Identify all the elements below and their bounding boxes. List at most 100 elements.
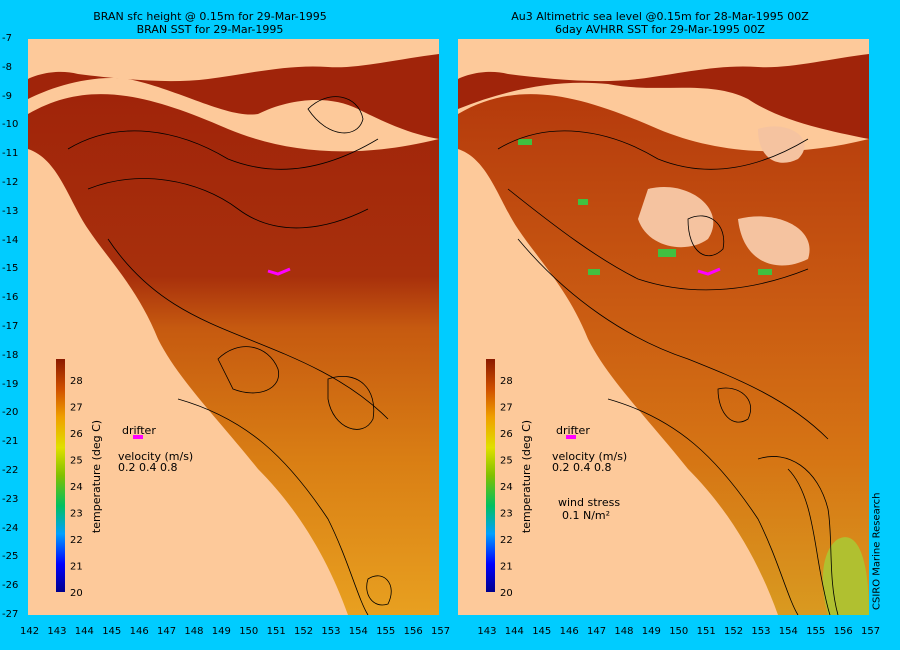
right-drifter-swatch — [566, 435, 576, 439]
colorbar-tick-label: 24 — [500, 482, 513, 493]
drifter-track — [697, 267, 721, 276]
y-tick-label: -18 — [2, 349, 19, 361]
x-tick-label: 155 — [376, 626, 396, 637]
y-tick-label: -20 — [2, 407, 19, 419]
x-tick-label: 149 — [211, 626, 231, 637]
x-tick-label: 152 — [724, 626, 744, 637]
x-tick-label: 143 — [477, 626, 497, 637]
right-title-line1: Au3 Altimetric sea level @0.15m for 28-M… — [511, 10, 809, 23]
colorbar-tick-label: 27 — [70, 403, 83, 414]
y-tick-label: -17 — [2, 321, 19, 332]
colorbar-tick-label: 22 — [70, 535, 83, 546]
x-tick-label: 148 — [614, 626, 634, 637]
x-tick-label: 148 — [184, 626, 204, 637]
right-velocity-values: 0.2 0.4 0.8 — [552, 461, 612, 474]
colorbar-tick-label: 28 — [70, 376, 83, 387]
x-tick-label: 151 — [266, 626, 286, 637]
y-tick-label: -16 — [2, 292, 19, 304]
y-tick-label: -23 — [2, 493, 19, 505]
x-tick-label: 150 — [239, 626, 259, 637]
x-tick-label: 152 — [294, 626, 314, 637]
y-tick-label: -19 — [2, 378, 19, 390]
x-tick-label: 156 — [403, 626, 423, 637]
credit-text: CSIRO Marine Research — [871, 492, 882, 610]
colorbar-tick-label: 27 — [500, 403, 513, 414]
colorbar-tick-label: 25 — [500, 456, 513, 467]
left-colorbar-label: temperature (deg C) — [90, 419, 104, 534]
colorbar-ticks: 20 21 22 23 24 25 26 27 28 — [500, 376, 513, 599]
colorbar-tick-label: 24 — [70, 482, 83, 493]
colorbar — [486, 359, 495, 592]
x-tick-label: 156 — [833, 626, 853, 637]
y-tick-label: -25 — [2, 551, 19, 563]
colorbar-tick-label: 28 — [500, 376, 513, 387]
left-drifter-label: drifter — [122, 424, 156, 437]
y-tick-label: -26 — [2, 580, 19, 592]
x-tick-label: 142 — [20, 626, 40, 637]
sea-level-contours — [497, 130, 839, 615]
drifter-track — [267, 267, 291, 276]
right-map-svg — [458, 39, 869, 615]
y-tick-label: -10 — [2, 119, 19, 131]
cloud-patches — [638, 126, 810, 266]
x-tick-label: 147 — [157, 626, 177, 637]
left-map-svg — [28, 39, 439, 615]
right-map-panel — [458, 39, 869, 615]
y-tick-label: -15 — [2, 263, 19, 275]
left-legend: 20 21 22 23 24 25 26 27 28 — [56, 359, 83, 599]
left-velocity-label: velocity (m/s) — [118, 450, 194, 463]
colorbar-tick-label: 26 — [500, 429, 513, 440]
y-tick-label: -27 — [2, 609, 19, 620]
y-tick-label: -22 — [2, 465, 19, 476]
papua-land — [458, 39, 869, 82]
right-wind-stress-value: 0.1 N/m² — [562, 509, 611, 522]
ocean-sst-field — [28, 94, 439, 615]
right-wind-stress-label: wind stress — [558, 496, 621, 509]
colorbar-tick-label: 21 — [70, 562, 83, 573]
right-colorbar-label: temperature (deg C) — [520, 419, 534, 534]
y-tick-label: -11 — [2, 148, 19, 160]
x-tick-label: 147 — [587, 626, 607, 637]
x-tick-label: 155 — [806, 626, 826, 637]
colorbar-tick-label: 23 — [500, 509, 513, 520]
x-tick-label: 157 — [431, 626, 451, 637]
y-tick-label: -8 — [2, 61, 12, 73]
colorbar-tick-label: 21 — [500, 562, 513, 573]
y-tick-label: -21 — [2, 436, 19, 448]
colorbar-tick-label: 26 — [70, 429, 83, 440]
right-legend: 20 21 22 23 24 25 26 27 28 — [486, 359, 513, 599]
left-velocity-values: 0.2 0.4 0.8 — [118, 461, 178, 474]
y-tick-label: -7 — [2, 33, 12, 44]
x-tick-label: 154 — [778, 626, 798, 637]
sea-height-contours — [67, 96, 392, 615]
papua-land — [28, 39, 439, 82]
cool-anomalies — [518, 139, 772, 275]
left-map-panel — [28, 39, 439, 615]
colorbar-tick-label: 25 — [70, 456, 83, 467]
colorbar-tick-label: 23 — [70, 509, 83, 520]
x-tick-label: 153 — [321, 626, 341, 637]
x-tick-label: 153 — [751, 626, 771, 637]
left-title-line1: BRAN sfc height @ 0.15m for 29-Mar-1995 — [93, 10, 327, 23]
right-title-line2: 6day AVHRR SST for 29-Mar-1995 00Z — [555, 23, 765, 36]
colorbar-ticks: 20 21 22 23 24 25 26 27 28 — [70, 376, 83, 599]
y-tick-label: -13 — [2, 205, 19, 217]
y-tick-label: -24 — [2, 522, 19, 534]
colorbar-tick-label: 20 — [70, 588, 83, 599]
left-panel-title: BRAN sfc height @ 0.15m for 29-Mar-1995 … — [60, 10, 360, 36]
x-tick-label: 145 — [102, 626, 122, 637]
y-tick-label: -14 — [2, 234, 19, 246]
right-panel-title: Au3 Altimetric sea level @0.15m for 28-M… — [480, 10, 840, 36]
x-tick-label: 149 — [641, 626, 661, 637]
x-tick-label: 146 — [129, 626, 149, 637]
y-tick-label: -12 — [2, 177, 19, 188]
x-tick-label: 150 — [669, 626, 689, 637]
right-drifter-label: drifter — [556, 424, 590, 437]
colorbar-tick-label: 20 — [500, 588, 513, 599]
x-tick-label: 146 — [559, 626, 579, 637]
right-velocity-label: velocity (m/s) — [552, 450, 628, 463]
left-drifter-swatch — [133, 435, 143, 439]
x-tick-label: 143 — [47, 626, 67, 637]
x-tick-label: 144 — [504, 626, 524, 637]
x-tick-label: 145 — [532, 626, 552, 637]
